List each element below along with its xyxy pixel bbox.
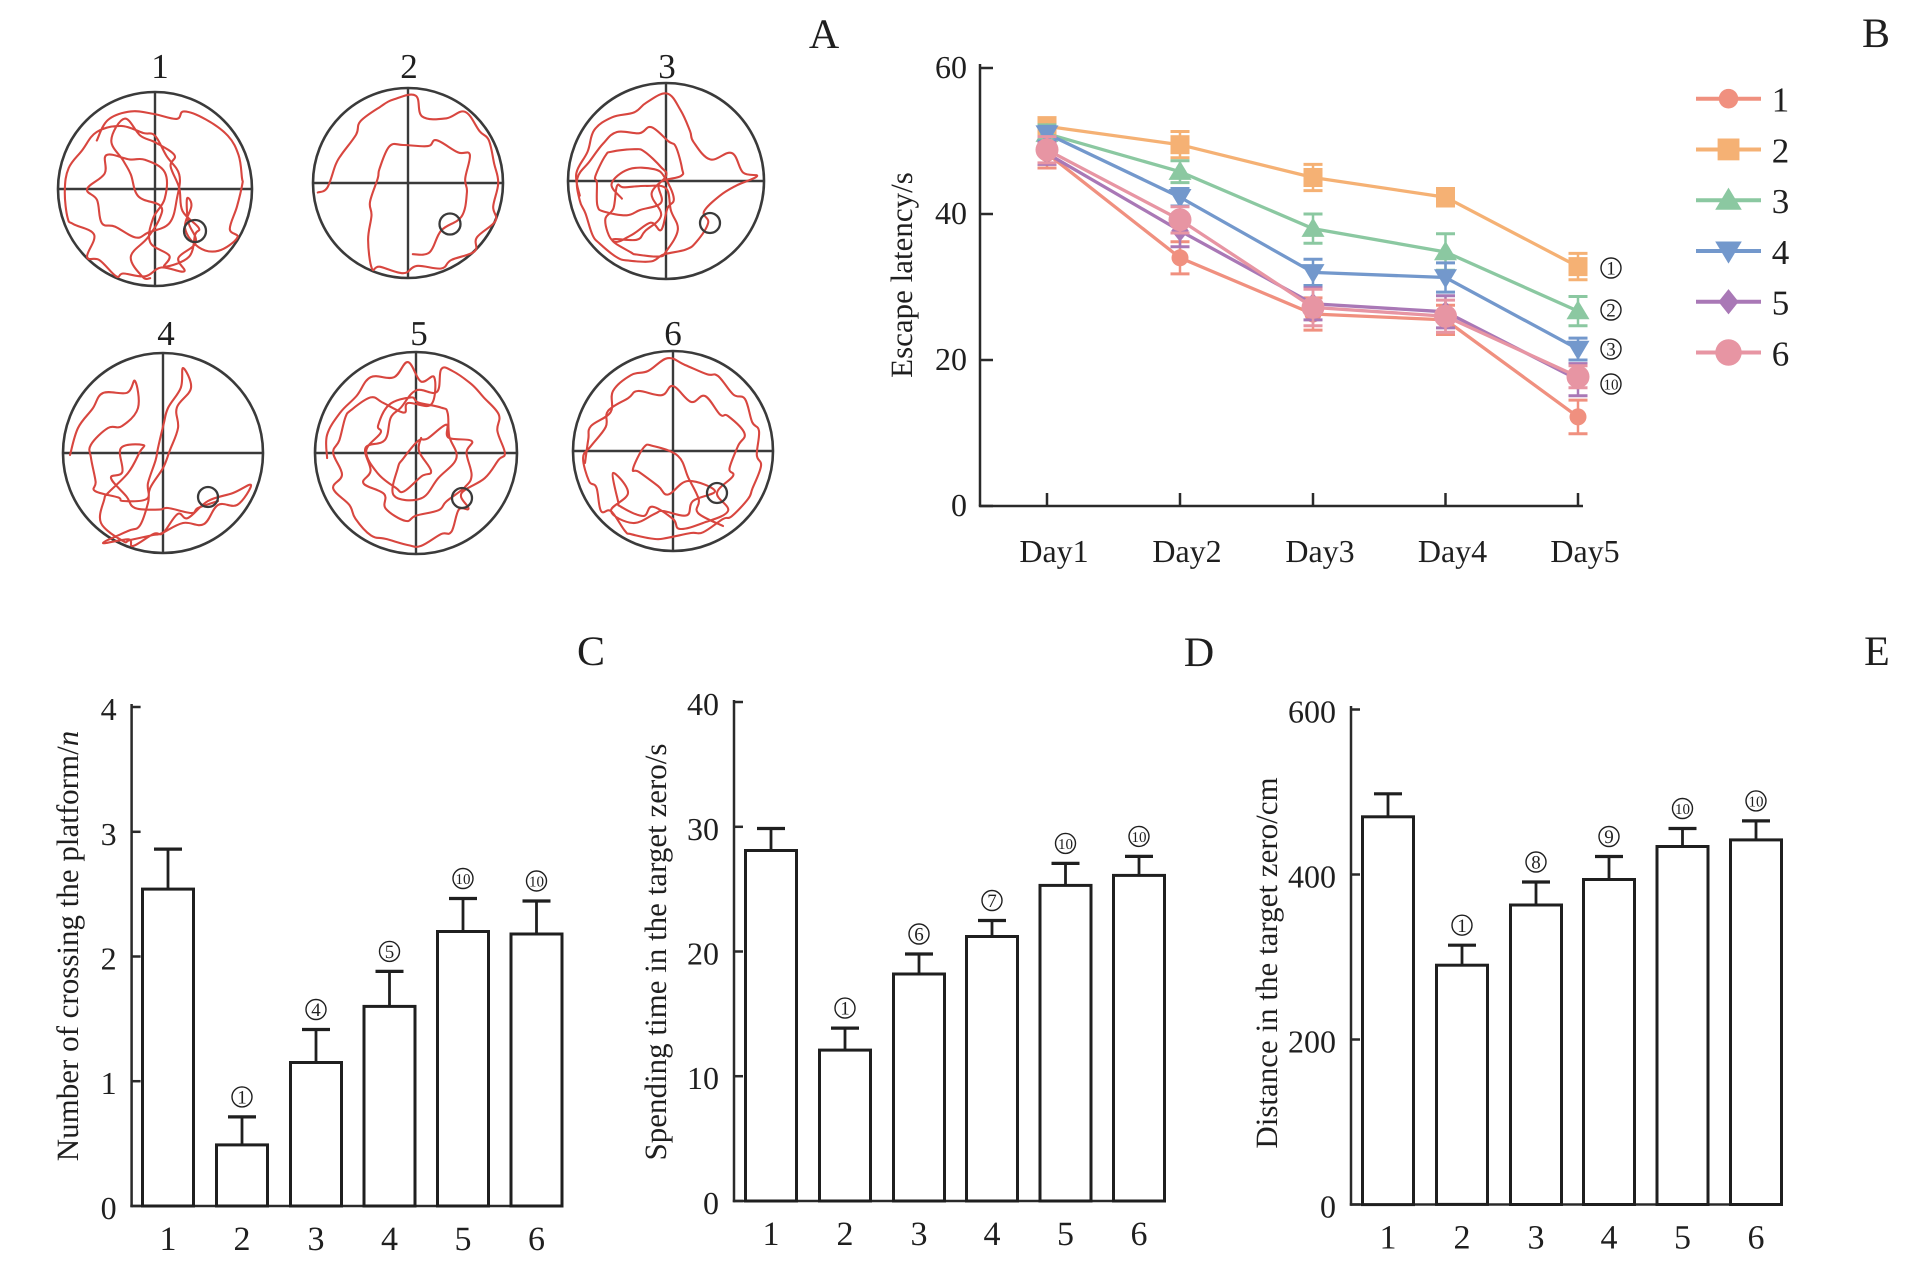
svg-text:6: 6 xyxy=(1748,1220,1765,1257)
svg-text:10: 10 xyxy=(1058,837,1073,853)
svg-text:10: 10 xyxy=(687,1060,719,1096)
svg-text:3: 3 xyxy=(1528,1220,1545,1257)
svg-text:9: 9 xyxy=(1604,827,1614,848)
svg-text:20: 20 xyxy=(935,341,967,377)
svg-text:D: D xyxy=(1184,630,1214,676)
svg-text:40: 40 xyxy=(687,686,719,722)
svg-text:5: 5 xyxy=(1057,1216,1074,1253)
svg-text:1: 1 xyxy=(1772,81,1790,120)
svg-text:3: 3 xyxy=(911,1216,928,1253)
svg-text:E: E xyxy=(1864,629,1890,675)
svg-text:1: 1 xyxy=(1380,1220,1397,1257)
svg-text:B: B xyxy=(1862,11,1890,57)
svg-text:7: 7 xyxy=(987,891,997,912)
svg-text:5: 5 xyxy=(1674,1220,1691,1257)
svg-text:3: 3 xyxy=(101,816,117,852)
svg-text:2: 2 xyxy=(837,1216,854,1253)
svg-text:Escape latency/s: Escape latency/s xyxy=(884,172,919,378)
svg-text:4: 4 xyxy=(1601,1220,1618,1257)
svg-text:6: 6 xyxy=(664,314,682,353)
svg-text:4: 4 xyxy=(311,1000,321,1021)
svg-text:8: 8 xyxy=(1531,853,1541,874)
svg-text:Day1: Day1 xyxy=(1019,533,1088,569)
svg-text:0: 0 xyxy=(1320,1189,1336,1225)
svg-text:4: 4 xyxy=(1772,233,1790,272)
svg-text:3: 3 xyxy=(658,47,676,86)
svg-text:10: 10 xyxy=(1132,830,1147,846)
svg-text:10: 10 xyxy=(529,875,544,891)
svg-text:10: 10 xyxy=(1675,802,1690,818)
svg-text:6: 6 xyxy=(1131,1216,1148,1253)
svg-text:5: 5 xyxy=(385,942,395,963)
svg-text:2: 2 xyxy=(234,1221,251,1258)
svg-text:3: 3 xyxy=(308,1221,325,1258)
svg-text:4: 4 xyxy=(101,691,117,727)
svg-text:6: 6 xyxy=(1772,335,1790,374)
svg-text:0: 0 xyxy=(951,487,967,523)
svg-text:10: 10 xyxy=(456,872,471,888)
svg-text:Distance in the target zero/cm: Distance in the target zero/cm xyxy=(1249,777,1284,1148)
svg-text:1: 1 xyxy=(237,1087,247,1108)
svg-text:1: 1 xyxy=(160,1221,177,1258)
svg-text:1: 1 xyxy=(1606,259,1616,280)
svg-text:4: 4 xyxy=(381,1221,398,1258)
svg-text:3: 3 xyxy=(1606,340,1616,361)
svg-text:Spending time in the target ze: Spending time in the target zero/s xyxy=(638,744,673,1161)
svg-text:C: C xyxy=(577,629,605,675)
svg-text:400: 400 xyxy=(1288,859,1336,895)
svg-text:60: 60 xyxy=(935,49,967,85)
svg-text:2: 2 xyxy=(1454,1220,1471,1257)
svg-text:1: 1 xyxy=(101,1065,117,1101)
svg-text:A: A xyxy=(809,12,840,58)
svg-text:Day3: Day3 xyxy=(1285,533,1354,569)
svg-text:600: 600 xyxy=(1288,694,1336,730)
svg-text:3: 3 xyxy=(1772,182,1790,221)
svg-text:5: 5 xyxy=(410,314,428,353)
svg-text:1: 1 xyxy=(840,999,850,1020)
svg-text:2: 2 xyxy=(1606,301,1616,322)
svg-text:6: 6 xyxy=(914,925,924,946)
svg-text:0: 0 xyxy=(101,1190,117,1226)
svg-text:40: 40 xyxy=(935,195,967,231)
svg-text:1: 1 xyxy=(1457,916,1467,937)
svg-text:Day5: Day5 xyxy=(1550,533,1619,569)
svg-text:2: 2 xyxy=(101,941,117,977)
svg-text:Day4: Day4 xyxy=(1418,533,1487,569)
svg-text:4: 4 xyxy=(984,1216,1001,1253)
svg-text:200: 200 xyxy=(1288,1024,1336,1060)
svg-text:20: 20 xyxy=(687,936,719,972)
svg-text:0: 0 xyxy=(703,1185,719,1221)
svg-text:10: 10 xyxy=(1749,794,1764,810)
svg-text:Number of crossing the platfor: Number of crossing the platform/n xyxy=(50,731,85,1161)
svg-text:10: 10 xyxy=(1604,378,1619,394)
svg-text:5: 5 xyxy=(455,1221,472,1258)
svg-text:5: 5 xyxy=(1772,284,1790,323)
svg-text:1: 1 xyxy=(763,1216,780,1253)
svg-text:1: 1 xyxy=(151,47,169,86)
svg-text:30: 30 xyxy=(687,811,719,847)
svg-text:2: 2 xyxy=(400,47,418,86)
svg-text:4: 4 xyxy=(157,314,175,353)
svg-text:6: 6 xyxy=(528,1221,545,1258)
svg-text:Day2: Day2 xyxy=(1152,533,1221,569)
svg-text:2: 2 xyxy=(1772,132,1790,171)
